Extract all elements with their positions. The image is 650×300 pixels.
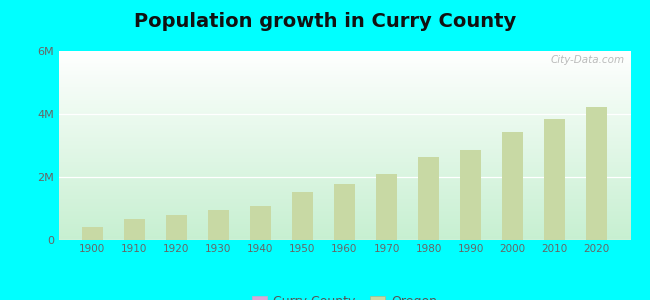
Bar [250,206,271,240]
Bar [418,157,439,240]
Bar [376,174,397,240]
Bar [544,119,566,240]
Text: City-Data.com: City-Data.com [551,55,625,65]
Text: Population growth in Curry County: Population growth in Curry County [134,12,516,31]
Bar [124,219,145,240]
Bar [292,192,313,240]
Legend: Curry County, Oregon: Curry County, Oregon [246,290,443,300]
Bar [586,106,607,240]
Bar [166,215,187,240]
Bar [502,132,523,240]
Bar [82,227,103,240]
Bar [460,151,481,240]
Bar [334,184,355,240]
Bar [208,210,229,240]
